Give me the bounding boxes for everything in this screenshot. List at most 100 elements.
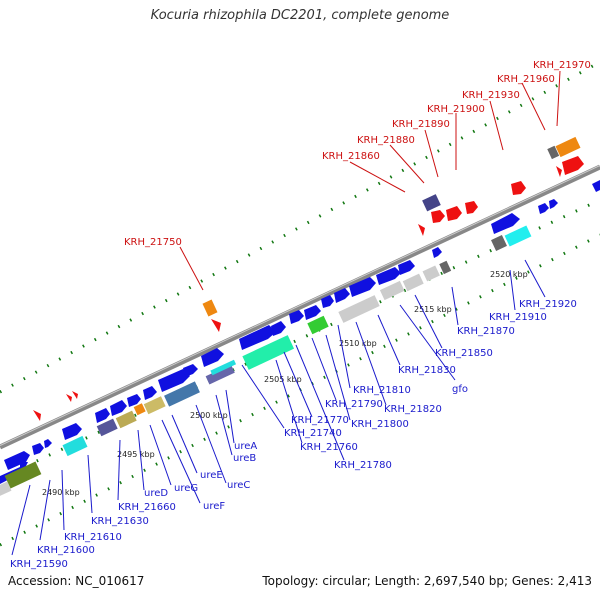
gene-label[interactable]: KRH_21630: [91, 516, 149, 527]
forward-gene[interactable]: [242, 335, 295, 370]
forward-gene[interactable]: [164, 381, 200, 407]
gene-label[interactable]: KRH_21760: [300, 442, 358, 453]
forward-gene[interactable]: [398, 260, 415, 275]
gene-label[interactable]: KRH_21770: [291, 415, 349, 426]
gene-label[interactable]: KRH_21870: [457, 326, 515, 337]
forward-gene[interactable]: [205, 364, 235, 385]
gene-label[interactable]: KRH_21970: [533, 60, 591, 71]
forward-gene[interactable]: [0, 481, 12, 497]
reverse-gene[interactable]: [465, 201, 478, 214]
leader-line: [283, 351, 313, 418]
forward-gene[interactable]: [133, 403, 146, 416]
gene-label[interactable]: KRH_21790: [325, 399, 383, 410]
gene-label[interactable]: ureD: [144, 488, 168, 499]
forward-gene[interactable]: [376, 267, 401, 285]
forward-gene[interactable]: [379, 280, 405, 301]
forward-gene[interactable]: [239, 325, 276, 350]
leader-line: [337, 324, 351, 389]
reverse-gene[interactable]: [72, 391, 78, 399]
gene-label[interactable]: KRH_21600: [37, 545, 95, 556]
reverse-gene[interactable]: [556, 166, 562, 177]
gene-label[interactable]: ureG: [174, 483, 198, 494]
gene-label[interactable]: KRH_21810: [353, 385, 411, 396]
gene-label[interactable]: ureE: [200, 470, 223, 481]
gene-label[interactable]: ureA: [234, 441, 257, 452]
forward-gene[interactable]: [183, 364, 198, 377]
scale-tick-label: 2500 kbp: [190, 411, 228, 420]
reverse-gene[interactable]: [422, 194, 441, 212]
gene-label[interactable]: KRH_21930: [462, 90, 520, 101]
forward-gene[interactable]: [402, 273, 424, 292]
forward-gene[interactable]: [110, 400, 127, 416]
forward-gene[interactable]: [32, 443, 44, 455]
forward-gene[interactable]: [210, 359, 237, 376]
genome-backbone-highlight: [0, 165, 600, 446]
forward-gene[interactable]: [115, 410, 137, 429]
genome-backbone: [0, 164, 600, 450]
forward-gene[interactable]: [62, 435, 88, 457]
gene-label[interactable]: ureC: [227, 480, 250, 491]
gene-label[interactable]: KRH_21860: [322, 151, 380, 162]
forward-gene[interactable]: [289, 310, 304, 324]
gene-label[interactable]: KRH_21890: [392, 119, 450, 130]
reverse-gene[interactable]: [202, 299, 218, 317]
forward-gene[interactable]: [4, 451, 30, 470]
forward-gene[interactable]: [549, 199, 558, 209]
gene-label[interactable]: KRH_21850: [435, 348, 493, 359]
gene-label[interactable]: KRH_21880: [357, 135, 415, 146]
forward-gene[interactable]: [143, 386, 157, 400]
forward-gene[interactable]: [349, 277, 376, 297]
forward-gene[interactable]: [201, 348, 224, 367]
forward-gene[interactable]: [95, 408, 110, 423]
forward-gene[interactable]: [338, 295, 380, 323]
reverse-gene[interactable]: [33, 410, 41, 421]
gene-label[interactable]: KRH_21750: [124, 237, 182, 248]
forward-gene[interactable]: [143, 396, 166, 415]
reverse-gene[interactable]: [511, 181, 526, 195]
gene-label[interactable]: KRH_21610: [64, 532, 122, 543]
forward-gene[interactable]: [321, 295, 334, 308]
forward-gene[interactable]: [538, 203, 549, 214]
gene-label[interactable]: KRH_21660: [118, 502, 176, 513]
gene-label[interactable]: KRH_21590: [10, 559, 68, 570]
gene-label[interactable]: KRH_21780: [334, 460, 392, 471]
forward-gene[interactable]: [271, 321, 286, 336]
forward-gene[interactable]: [158, 369, 190, 392]
gene-label[interactable]: KRH_21830: [398, 365, 456, 376]
gene-label[interactable]: KRH_21740: [284, 428, 342, 439]
leader-line: [414, 294, 443, 349]
gene-label[interactable]: ureB: [233, 453, 256, 464]
forward-gene[interactable]: [4, 461, 42, 489]
reverse-gene[interactable]: [418, 224, 425, 236]
gene-label[interactable]: gfo: [452, 384, 468, 395]
gene-label[interactable]: KRH_21800: [351, 419, 409, 430]
reverse-gene[interactable]: [211, 319, 221, 332]
forward-gene[interactable]: [304, 305, 321, 320]
forward-gene[interactable]: [432, 247, 442, 258]
gene-label[interactable]: KRH_21920: [519, 299, 577, 310]
gene-label[interactable]: KRH_21900: [427, 104, 485, 115]
forward-gene[interactable]: [592, 180, 600, 192]
forward-gene[interactable]: [96, 418, 118, 437]
gene-label[interactable]: KRH_21960: [497, 74, 555, 85]
forward-gene[interactable]: [127, 394, 141, 407]
gene-label[interactable]: ureF: [203, 501, 225, 512]
forward-gene[interactable]: [504, 225, 532, 247]
forward-gene[interactable]: [439, 260, 452, 275]
forward-gene[interactable]: [62, 423, 82, 440]
forward-gene[interactable]: [491, 235, 507, 251]
reverse-gene[interactable]: [555, 136, 581, 158]
gene-label[interactable]: KRH_21910: [489, 312, 547, 323]
forward-gene[interactable]: [44, 439, 52, 448]
gene-label[interactable]: KRH_21820: [384, 404, 442, 415]
reverse-gene[interactable]: [431, 210, 445, 223]
reverse-gene[interactable]: [562, 156, 584, 175]
forward-gene[interactable]: [491, 213, 520, 234]
reverse-gene[interactable]: [66, 394, 72, 402]
forward-gene[interactable]: [334, 288, 350, 303]
forward-gene[interactable]: [422, 265, 440, 282]
forward-gene[interactable]: [307, 315, 329, 335]
reverse-gene[interactable]: [547, 145, 560, 160]
reverse-gene[interactable]: [446, 206, 462, 221]
